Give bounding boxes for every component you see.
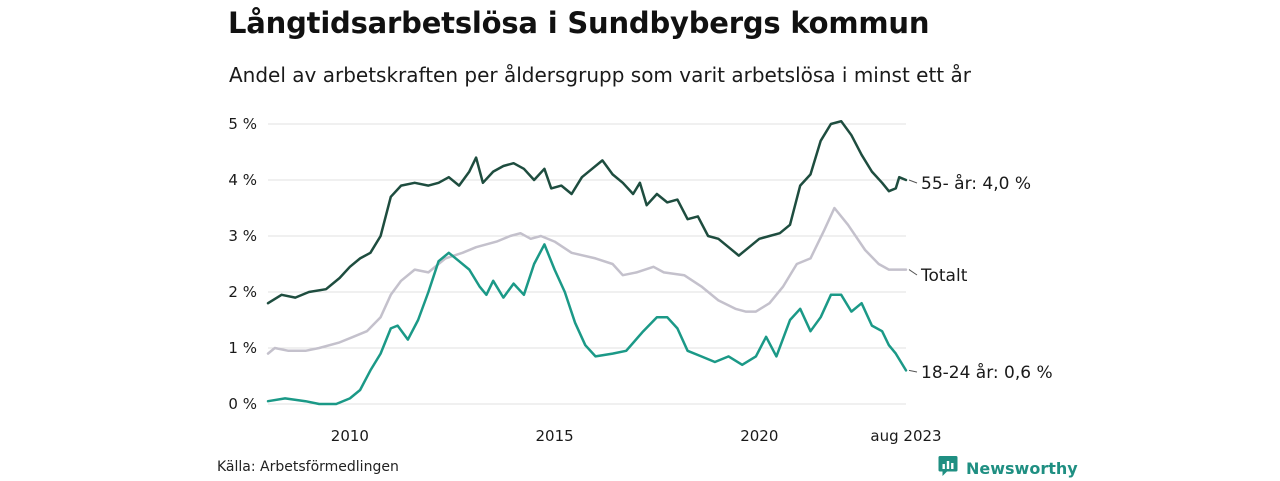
y-tick-label: 3 %: [228, 227, 257, 245]
newsworthy-logo-text: Newsworthy: [966, 458, 1078, 478]
y-tick-label: 0 %: [228, 395, 257, 413]
series-line-s18: [266, 243, 908, 406]
chart-subtitle: Andel av arbetskraften per åldersgrupp s…: [229, 63, 971, 87]
series-lines: [266, 119, 908, 406]
x-tick-label: 2020: [740, 427, 778, 445]
x-tick-label: 2010: [331, 427, 369, 445]
newsworthy-logo: Newsworthy: [938, 455, 1078, 481]
y-tick-label: 5 %: [228, 115, 257, 133]
source-note: Källa: Arbetsförmedlingen: [217, 459, 399, 475]
y-tick-label: 2 %: [228, 283, 257, 301]
gridlines: [268, 123, 906, 405]
newsworthy-logo-icon: [938, 455, 958, 481]
series-line-total: [266, 206, 908, 355]
series-line-s55: [266, 119, 908, 305]
chart-title: Långtidsarbetslösa i Sundbybergs kommun: [228, 6, 930, 40]
y-tick-label: 1 %: [228, 339, 257, 357]
x-tick-label: aug 2023: [870, 427, 941, 445]
label-connector: [908, 369, 918, 373]
series-end-labels: Totalt 18-24 år: 0,6 % 55- år: 4,0 %: [908, 173, 1053, 383]
y-axis-ticks: 0 % 1 % 2 % 3 % 4 % 5 %: [228, 115, 257, 413]
series-label-s55: 55- år: 4,0 %: [921, 173, 1031, 194]
series-label-total: Totalt: [920, 266, 968, 286]
label-connector: [908, 179, 918, 184]
series-label-s18: 18-24 år: 0,6 %: [921, 362, 1053, 383]
label-connector: [908, 269, 918, 276]
x-tick-label: 2015: [535, 427, 573, 445]
x-axis-ticks: 2010 2015 2020 aug 2023: [331, 427, 942, 445]
y-tick-label: 4 %: [228, 171, 257, 189]
